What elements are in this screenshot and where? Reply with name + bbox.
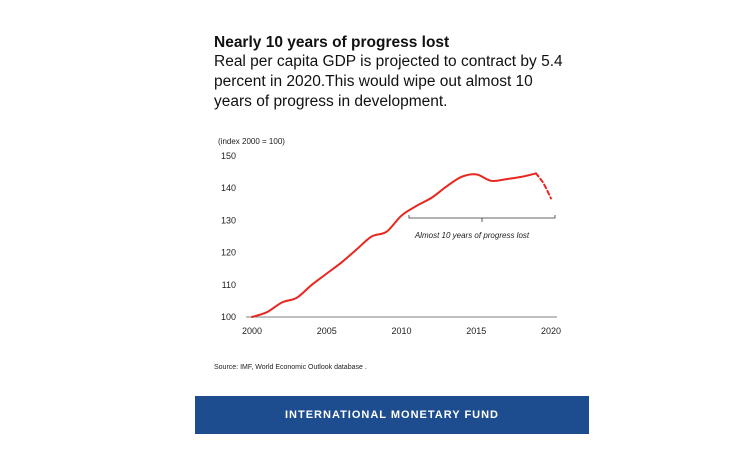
x-tick-label: 2000 <box>242 326 262 336</box>
y-tick-label: 100 <box>221 312 236 322</box>
y-tick-label: 110 <box>222 280 236 290</box>
imf-footer-banner: INTERNATIONAL MONETARY FUND <box>195 396 589 434</box>
gdp-index-line <box>251 172 537 318</box>
y-unit-label: (index 2000 = 100) <box>218 137 285 146</box>
y-tick-label: 140 <box>221 183 236 193</box>
footer-label: INTERNATIONAL MONETARY FUND <box>285 409 499 421</box>
annotation-label: Almost 10 years of progress lost <box>414 231 530 240</box>
y-axis-ticks: 100 110 120 130 140 150 <box>221 151 236 322</box>
series-layer <box>251 172 552 318</box>
x-tick-label: 2010 <box>391 326 411 336</box>
chart-title: Nearly 10 years of progress lost <box>214 34 450 51</box>
line-chart: (index 2000 = 100) 100 110 120 130 140 150 20… <box>218 137 561 336</box>
source-note: Source: IMF, World Economic Outlook data… <box>214 364 367 371</box>
y-tick-label: 150 <box>221 151 236 161</box>
chart-subtitle: Real per capita GDP is projected to cont… <box>214 53 563 110</box>
x-tick-label: 2005 <box>317 326 337 336</box>
annotation-bracket <box>408 215 556 222</box>
x-axis-ticks: 2000 2005 2010 2015 2020 <box>242 326 561 336</box>
projection-line <box>535 172 552 200</box>
annotation: Almost 10 years of progress lost <box>408 215 556 240</box>
y-tick-label: 130 <box>221 215 236 225</box>
x-tick-label: 2015 <box>466 326 486 336</box>
y-tick-label: 120 <box>221 248 236 258</box>
x-tick-label: 2020 <box>541 326 561 336</box>
